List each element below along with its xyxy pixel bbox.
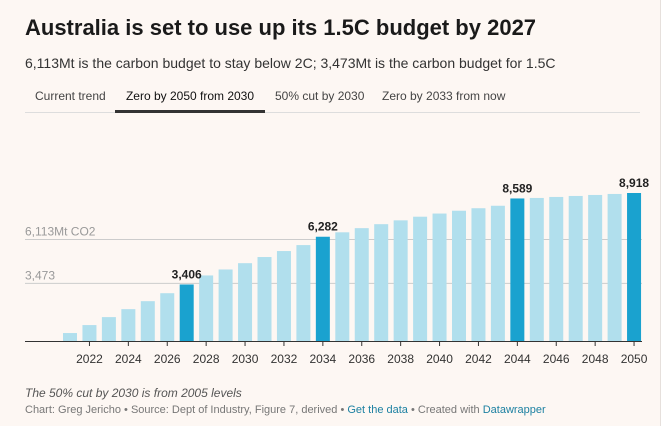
bar [607,193,622,341]
created-with-text: • Created with [407,404,483,416]
x-tick-label: 2040 [426,352,453,366]
data-label: 8,918 [619,176,649,190]
x-tick-label: 2022 [76,352,103,366]
data-label: 3,406 [172,267,202,281]
bar [179,284,194,341]
bar [374,224,389,341]
bar [588,194,603,341]
x-tick-label: 2030 [232,352,259,366]
bar [490,205,505,341]
x-tick-label: 2042 [465,352,492,366]
chart-note: The 50% cut by 2030 is from 2005 levels [25,386,242,400]
bar [315,236,330,341]
x-tick-label: 2024 [115,352,142,366]
bar [529,197,544,341]
bar [296,245,311,341]
tab-zero-by-2050[interactable]: Zero by 2050 from 2030 [115,86,265,113]
bar [510,198,525,341]
bar [218,269,233,341]
x-tick-label: 2046 [543,352,570,366]
tab-zero-by-2033[interactable]: Zero by 2033 from now [382,86,505,110]
bar [160,293,175,341]
bar [257,257,272,341]
datawrapper-link[interactable]: Datawrapper [482,404,546,416]
x-tick-label: 2026 [154,352,181,366]
bar [199,275,214,341]
bar [549,196,564,341]
x-tick-label: 2028 [193,352,220,366]
reference-label: 6,113Mt CO2 [25,225,96,239]
bar [393,220,408,341]
bar [413,216,428,341]
tab-50-cut-by-2030[interactable]: 50% cut by 2030 [275,86,364,110]
x-tick-label: 2034 [309,352,336,366]
data-label: 6,282 [308,220,338,234]
page-edge [660,0,666,426]
x-tick-label: 2036 [348,352,375,366]
x-tick-label: 2044 [504,352,531,366]
reference-label: 3,473 [25,268,55,282]
bar [568,195,583,341]
tab-label: Current trend [35,89,106,103]
bar [101,317,116,341]
bar [140,301,155,341]
bar [121,309,136,341]
get-data-link[interactable]: Get the data [347,404,408,416]
tab-label: 50% cut by 2030 [275,89,365,103]
data-label: 8,589 [502,181,532,195]
scenario-tabs: Current trend Zero by 2050 from 2030 50%… [25,86,640,113]
x-tick-label: 2048 [582,352,609,366]
tab-label: Zero by 2050 from 2030 [125,89,255,103]
x-tick-label: 2038 [387,352,414,366]
bar [627,193,642,341]
bar [471,208,486,341]
x-tick-label: 2032 [271,352,298,366]
bar [354,228,369,341]
credit-text: Chart: Greg Jericho • Source: Dept of In… [25,404,348,416]
bar [63,333,77,341]
bar [82,325,97,341]
chart-title: Australia is set to use up its 1.5C budg… [25,15,537,40]
bar [276,251,291,341]
bar [238,263,253,341]
chart-subtitle: 6,113Mt is the carbon budget to stay bel… [25,55,556,71]
bar-chart: 6,113Mt CO2 3,473 3,406 6,282 8,589 8,918 2022… [25,176,649,366]
bar [452,210,466,341]
x-tick-label: 2050 [621,352,648,366]
bar [335,232,350,341]
tab-label: Zero by 2033 from now [382,89,506,103]
chart-credits: Chart: Greg Jericho • Source: Dept of In… [25,404,546,416]
bar [432,213,447,341]
tab-current-trend[interactable]: Current trend [35,86,106,110]
